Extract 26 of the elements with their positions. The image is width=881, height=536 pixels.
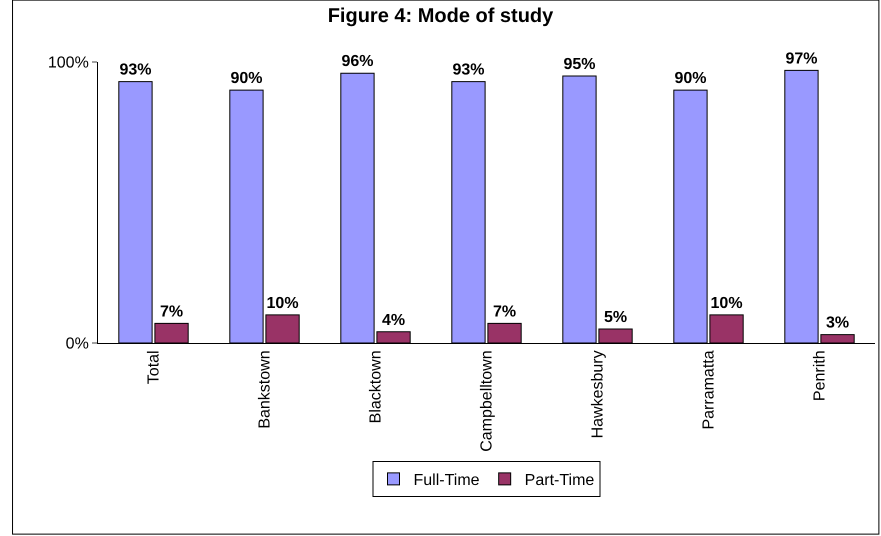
data-label: 90% (674, 70, 706, 88)
data-label: 95% (563, 56, 596, 74)
x-tick-label: Campbelltown (478, 350, 496, 452)
data-label: 4% (382, 312, 406, 329)
legend-label: Part-Time (524, 472, 594, 490)
x-tick-label: Blacktown (368, 350, 385, 424)
x-tick-label: Hawkesbury (590, 350, 607, 438)
data-label: 93% (119, 62, 152, 79)
chart-title: Figure 4: Mode of study (328, 5, 554, 28)
y-tick-label: 0% (66, 336, 89, 353)
data-label: 90% (230, 70, 262, 88)
data-label: 7% (160, 303, 184, 320)
data-label: 3% (826, 314, 850, 332)
legend-label: Full-Time (414, 472, 480, 490)
data-label: 10% (266, 294, 299, 312)
x-tick-label: Penrith (812, 350, 829, 402)
x-tick-label: Parramatta (700, 350, 718, 430)
data-label: 96% (341, 53, 374, 70)
data-label: 5% (604, 308, 628, 326)
data-label: 7% (492, 303, 516, 320)
data-label: 97% (785, 50, 818, 68)
x-tick-label: Total (146, 350, 163, 384)
x-tick-label: Bankstown (256, 350, 274, 429)
data-label: 10% (710, 294, 743, 312)
data-label: 93% (452, 62, 484, 79)
y-tick-label: 100% (48, 54, 89, 72)
